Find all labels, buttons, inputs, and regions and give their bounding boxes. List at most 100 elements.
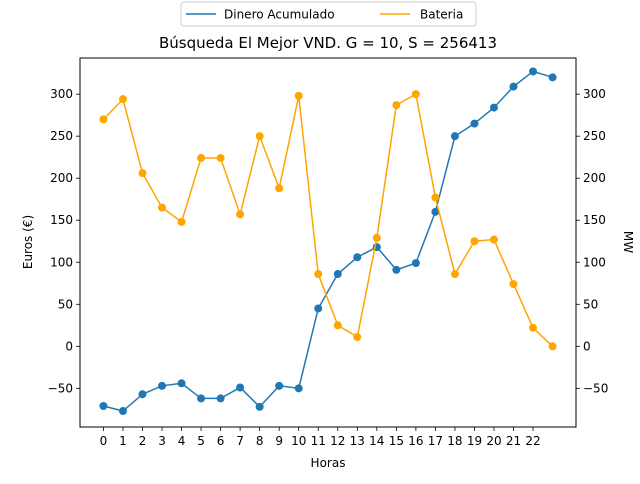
dinero-acumulado-point: [236, 383, 245, 392]
x-tick-label: 12: [330, 434, 345, 448]
bateria-point: [529, 323, 538, 332]
y-right-tick-label: −50: [583, 381, 608, 395]
x-tick-label: 17: [428, 434, 443, 448]
dinero-acumulado-point: [158, 381, 167, 390]
plot-series: [99, 67, 557, 416]
legend: Dinero Acumulado Bateria: [180, 1, 477, 27]
bateria-point: [294, 91, 303, 100]
x-tick-label: 14: [369, 434, 384, 448]
bateria-point: [314, 270, 323, 279]
x-tick-label: 0: [100, 434, 108, 448]
bateria-point: [236, 210, 245, 219]
y-right-tick-label: 150: [583, 213, 606, 227]
x-tick-label: 2: [139, 434, 147, 448]
dinero-acumulado-point: [431, 207, 440, 216]
x-tick-label: 10: [291, 434, 306, 448]
y-right-tick-label: 300: [583, 87, 606, 101]
dinero-acumulado-line: [103, 70, 553, 412]
y-right-tick-label: 100: [583, 255, 606, 269]
x-axis-label: Horas: [311, 456, 346, 470]
legend-box: [180, 1, 477, 27]
x-tick-label: 15: [389, 434, 404, 448]
dinero-acumulado-point: [314, 304, 323, 313]
x-tick-label: 9: [275, 434, 283, 448]
y-left-tick-label: −50: [48, 381, 73, 395]
x-tick-label: 5: [197, 434, 205, 448]
x-tick-label: 7: [236, 434, 244, 448]
legend-label-dinero-acumulado: Dinero Acumulado: [224, 8, 335, 22]
x-tick-label: 11: [311, 434, 326, 448]
bateria-point: [118, 95, 127, 104]
bateria-point: [333, 321, 342, 330]
dinero-acumulado-point: [509, 82, 518, 91]
bateria-point: [216, 154, 225, 163]
x-tick-label: 8: [256, 434, 264, 448]
dinero-acumulado-point: [275, 381, 284, 390]
x-tick-label: 3: [158, 434, 166, 448]
x-axis-ticks: 0 1 2 3 4 5 6 7 8 9 10 11 12 13 14 15 16 17 18 19 20 21 22: [100, 427, 541, 448]
y-right-tick-label: 0: [583, 339, 591, 353]
x-tick-label: 19: [467, 434, 482, 448]
dinero-acumulado-point: [99, 401, 108, 410]
y-left-axis-ticks: −50 0 50 100 150 200 250 300: [48, 87, 80, 395]
bateria-point: [197, 154, 206, 163]
x-tick-label: 13: [350, 434, 365, 448]
dinero-acumulado-point: [489, 103, 498, 112]
dinero-acumulado-point: [138, 390, 147, 399]
dinero-acumulado-point: [353, 253, 362, 262]
y-left-axis-label: Euros (€): [21, 215, 35, 269]
legend-label-bateria: Bateria: [420, 8, 463, 22]
y-left-tick-label: 200: [50, 171, 73, 185]
x-tick-label: 4: [178, 434, 186, 448]
x-tick-label: 21: [506, 434, 521, 448]
bateria-point: [489, 235, 498, 244]
dinero-acumulado-point: [529, 67, 538, 76]
dinero-acumulado-point: [450, 132, 459, 141]
plot-frame: [79, 57, 577, 428]
bateria-point: [255, 132, 264, 141]
x-tick-label: 6: [217, 434, 225, 448]
y-right-axis-ticks: −50 0 50 100 150 200 250 300: [576, 87, 608, 395]
dinero-acumulado-point: [294, 384, 303, 393]
y-right-axis-label: MW: [621, 231, 635, 253]
y-left-tick-label: 250: [50, 129, 73, 143]
y-left-tick-label: 100: [50, 255, 73, 269]
bateria-point: [392, 101, 401, 110]
bateria-point: [411, 90, 420, 99]
bateria-point: [158, 203, 167, 212]
x-tick-label: 18: [447, 434, 462, 448]
dinero-acumulado-point: [216, 394, 225, 403]
x-tick-label: 20: [486, 434, 501, 448]
dinero-acumulado-point: [548, 73, 557, 82]
bateria-point: [177, 217, 186, 226]
y-right-tick-label: 50: [583, 297, 598, 311]
dinero-acumulado-point: [255, 402, 264, 411]
x-tick-label: 16: [408, 434, 423, 448]
bateria-point: [450, 270, 459, 279]
x-tick-label: 22: [525, 434, 540, 448]
dinero-acumulado-point: [118, 407, 127, 416]
bateria-point: [509, 280, 518, 289]
y-right-tick-label: 250: [583, 129, 606, 143]
dinero-acumulado-point: [177, 379, 186, 388]
y-left-tick-label: 0: [65, 339, 73, 353]
y-left-tick-label: 300: [50, 87, 73, 101]
y-left-tick-label: 50: [58, 297, 73, 311]
bateria-point: [99, 115, 108, 124]
bateria-point: [372, 233, 381, 242]
dinero-acumulado-point: [411, 259, 420, 268]
bateria-point: [470, 237, 479, 246]
dinero-acumulado-point: [470, 119, 479, 128]
bateria-point: [138, 169, 147, 178]
dinero-acumulado-point: [333, 270, 342, 279]
x-tick-label: 1: [119, 434, 127, 448]
dinero-acumulado-point: [392, 265, 401, 274]
bateria-point: [548, 342, 557, 351]
bateria-point: [353, 333, 362, 342]
bateria-point: [275, 184, 284, 193]
y-left-tick-label: 150: [50, 213, 73, 227]
y-right-tick-label: 200: [583, 171, 606, 185]
bateria-line: [102, 92, 554, 347]
dinero-acumulado-point: [197, 394, 206, 403]
